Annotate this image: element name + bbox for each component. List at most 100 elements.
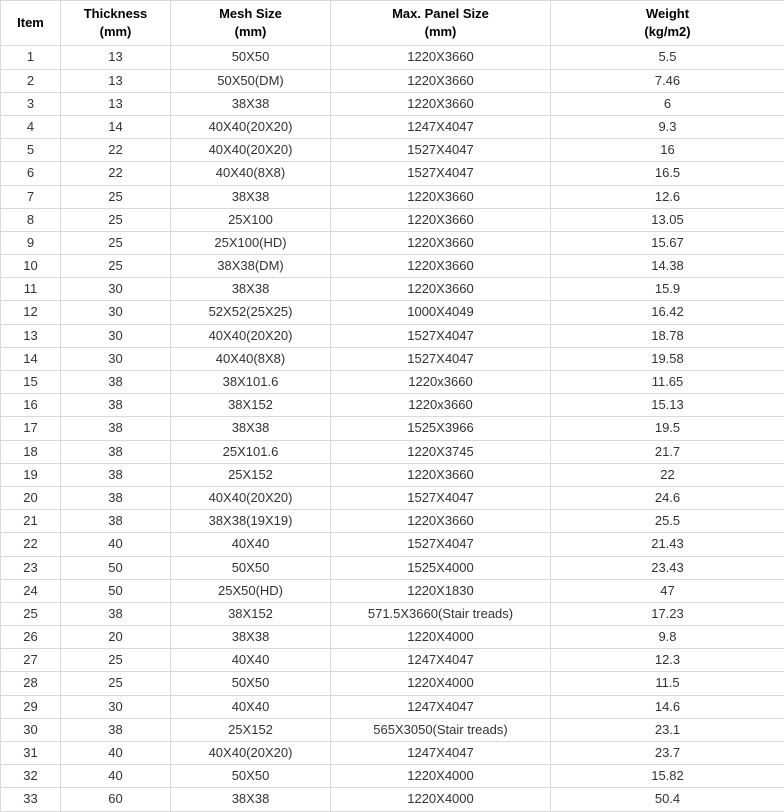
cell-item: 25 <box>1 602 61 625</box>
table-row: 143040X40(8X8)1527X404719.58 <box>1 347 784 370</box>
cell-mesh: 38X38 <box>171 788 331 811</box>
cell-weight: 15.67 <box>551 231 784 254</box>
cell-item: 17 <box>1 417 61 440</box>
cell-thickness: 38 <box>61 440 171 463</box>
table-row: 282550X501220X400011.5 <box>1 672 784 695</box>
cell-thickness: 40 <box>61 765 171 788</box>
cell-weight: 16.5 <box>551 162 784 185</box>
cell-mesh: 38X38(19X19) <box>171 510 331 533</box>
table-row: 314040X40(20X20)1247X404723.7 <box>1 742 784 765</box>
cell-mesh: 38X38 <box>171 92 331 115</box>
cell-thickness: 25 <box>61 672 171 695</box>
cell-thickness: 60 <box>61 788 171 811</box>
cell-weight: 15.13 <box>551 394 784 417</box>
cell-weight: 16.42 <box>551 301 784 324</box>
cell-mesh: 38X38 <box>171 626 331 649</box>
cell-item: 11 <box>1 278 61 301</box>
cell-panel: 571.5X3660(Stair treads) <box>331 602 551 625</box>
cell-weight: 25.5 <box>551 510 784 533</box>
header-mesh: Mesh Size (mm) <box>171 1 331 46</box>
cell-thickness: 38 <box>61 510 171 533</box>
header-panel-unit: (mm) <box>425 24 457 39</box>
cell-mesh: 38X38(DM) <box>171 255 331 278</box>
cell-thickness: 40 <box>61 533 171 556</box>
cell-mesh: 40X40(20X20) <box>171 115 331 138</box>
cell-weight: 16 <box>551 139 784 162</box>
header-item-label: Item <box>17 15 44 30</box>
cell-item: 4 <box>1 115 61 138</box>
cell-weight: 14.38 <box>551 255 784 278</box>
cell-thickness: 13 <box>61 69 171 92</box>
table-row: 253838X152571.5X3660(Stair treads)17.23 <box>1 602 784 625</box>
cell-mesh: 40X40(8X8) <box>171 162 331 185</box>
table-row: 213838X38(19X19)1220X366025.5 <box>1 510 784 533</box>
cell-mesh: 50X50(DM) <box>171 69 331 92</box>
cell-panel: 1527X4047 <box>331 533 551 556</box>
cell-thickness: 25 <box>61 185 171 208</box>
cell-panel: 1220x3660 <box>331 394 551 417</box>
header-panel: Max. Panel Size (mm) <box>331 1 551 46</box>
cell-thickness: 38 <box>61 463 171 486</box>
table-row: 102538X38(DM)1220X366014.38 <box>1 255 784 278</box>
cell-weight: 21.43 <box>551 533 784 556</box>
table-row: 303825X152565X3050(Stair treads)23.1 <box>1 718 784 741</box>
cell-weight: 14.6 <box>551 695 784 718</box>
cell-weight: 18.78 <box>551 324 784 347</box>
cell-thickness: 25 <box>61 649 171 672</box>
cell-weight: 11.65 <box>551 371 784 394</box>
cell-mesh: 40X40 <box>171 649 331 672</box>
cell-panel: 1527X4047 <box>331 486 551 509</box>
cell-thickness: 13 <box>61 46 171 69</box>
cell-item: 26 <box>1 626 61 649</box>
cell-mesh: 38X101.6 <box>171 371 331 394</box>
cell-mesh: 38X152 <box>171 394 331 417</box>
cell-item: 27 <box>1 649 61 672</box>
table-row: 193825X1521220X366022 <box>1 463 784 486</box>
cell-thickness: 50 <box>61 556 171 579</box>
table-row: 41440X40(20X20)1247X40479.3 <box>1 115 784 138</box>
cell-panel: 565X3050(Stair treads) <box>331 718 551 741</box>
cell-thickness: 14 <box>61 115 171 138</box>
header-thickness-label: Thickness <box>84 6 148 21</box>
cell-weight: 17.23 <box>551 602 784 625</box>
header-panel-label: Max. Panel Size <box>392 6 489 21</box>
cell-thickness: 25 <box>61 255 171 278</box>
cell-panel: 1220X3660 <box>331 46 551 69</box>
cell-weight: 47 <box>551 579 784 602</box>
cell-panel: 1220X4000 <box>331 765 551 788</box>
cell-item: 20 <box>1 486 61 509</box>
cell-item: 8 <box>1 208 61 231</box>
cell-mesh: 52X52(25X25) <box>171 301 331 324</box>
cell-weight: 13.05 <box>551 208 784 231</box>
cell-item: 6 <box>1 162 61 185</box>
cell-panel: 1525X3966 <box>331 417 551 440</box>
cell-thickness: 30 <box>61 695 171 718</box>
table-row: 21350X50(DM)1220X36607.46 <box>1 69 784 92</box>
cell-mesh: 40X40(20X20) <box>171 139 331 162</box>
cell-weight: 9.8 <box>551 626 784 649</box>
table-row: 133040X40(20X20)1527X404718.78 <box>1 324 784 347</box>
cell-weight: 23.1 <box>551 718 784 741</box>
cell-item: 32 <box>1 765 61 788</box>
cell-mesh: 40X40 <box>171 695 331 718</box>
cell-thickness: 38 <box>61 371 171 394</box>
cell-mesh: 40X40(20X20) <box>171 324 331 347</box>
header-weight: Weight (kg/m2) <box>551 1 784 46</box>
cell-panel: 1220X1830 <box>331 579 551 602</box>
cell-mesh: 38X38 <box>171 278 331 301</box>
cell-mesh: 50X50 <box>171 46 331 69</box>
cell-item: 30 <box>1 718 61 741</box>
cell-thickness: 38 <box>61 394 171 417</box>
cell-mesh: 50X50 <box>171 556 331 579</box>
table-row: 272540X401247X404712.3 <box>1 649 784 672</box>
table-row: 92525X100(HD)1220X366015.67 <box>1 231 784 254</box>
cell-mesh: 25X100(HD) <box>171 231 331 254</box>
cell-item: 24 <box>1 579 61 602</box>
cell-panel: 1220X3660 <box>331 185 551 208</box>
cell-weight: 7.46 <box>551 69 784 92</box>
cell-panel: 1220X3660 <box>331 69 551 92</box>
header-mesh-label: Mesh Size <box>219 6 282 21</box>
cell-panel: 1220X3660 <box>331 278 551 301</box>
table-row: 183825X101.61220X374521.7 <box>1 440 784 463</box>
cell-item: 16 <box>1 394 61 417</box>
